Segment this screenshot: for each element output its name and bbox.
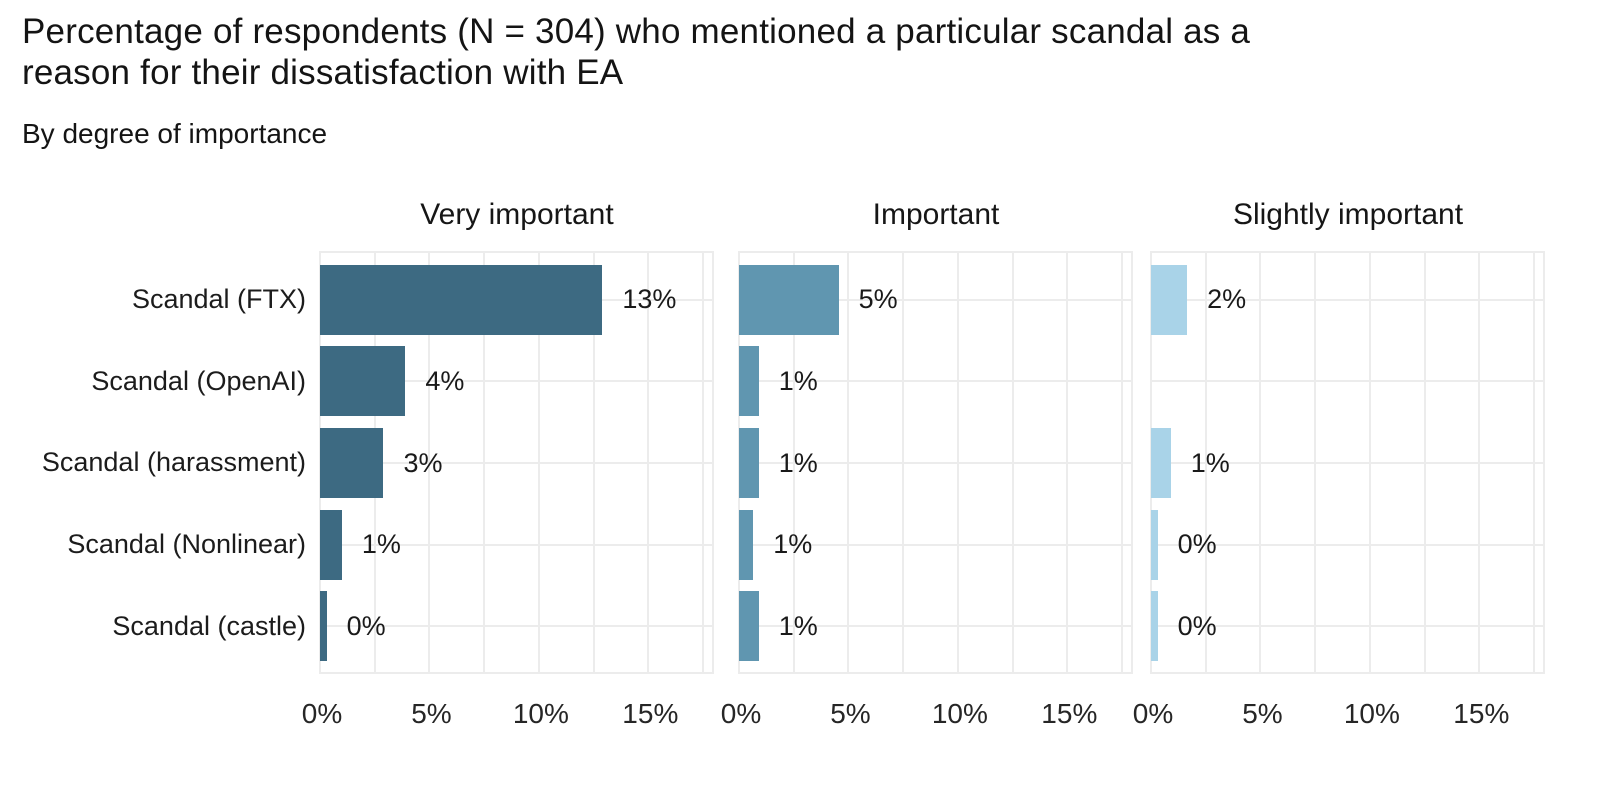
panel-border-top	[739, 251, 1133, 253]
bar-value-label: 1%	[778, 365, 818, 396]
chart-subtitle: By degree of importance	[22, 118, 328, 149]
chart-title: Percentage of respondents (N = 304) who …	[22, 12, 1482, 94]
x-axis-tick-label: 15%	[622, 698, 679, 729]
y-axis-label: Scandal (OpenAI)	[91, 365, 306, 396]
x-axis-tick-label: 0%	[1132, 698, 1174, 729]
x-axis-tick-label: 0%	[301, 698, 343, 729]
x-axis-tick-label: 5%	[411, 698, 452, 729]
gridline-horizontal	[320, 380, 714, 383]
bar-value-label: 4%	[425, 365, 465, 396]
x-axis-tick-label: 5%	[830, 698, 871, 729]
facet-title: Important	[872, 198, 1000, 231]
x-axis-tick-label: 5%	[1242, 698, 1283, 729]
bar	[320, 591, 327, 662]
bar-value-label: 13%	[622, 284, 677, 315]
gridline-horizontal	[1151, 625, 1545, 628]
facet-panel: 13% 4% 3% 1% 0%	[319, 251, 714, 674]
bar-value-label: 3%	[403, 447, 443, 478]
gridline-horizontal	[320, 625, 714, 628]
gridline-horizontal	[1151, 462, 1545, 464]
bar-value-label: 0%	[1177, 529, 1217, 560]
panel-border-bottom	[1151, 672, 1545, 674]
bar-value-label: 1%	[1190, 447, 1230, 478]
gridline-horizontal	[1151, 298, 1545, 301]
gridline-horizontal	[739, 543, 1133, 546]
bar	[320, 346, 406, 417]
bar-value-label: 1%	[778, 610, 818, 641]
panel-border-bottom	[739, 672, 1133, 674]
panel-border-top	[320, 251, 714, 253]
y-axis-label: Scandal (FTX)	[131, 284, 306, 315]
bar-value-label: 0%	[1177, 610, 1217, 641]
facet-panel: 5% 1% 1% 1% 1%	[738, 251, 1133, 674]
panel-border-bottom	[320, 672, 714, 674]
bar	[1151, 591, 1158, 662]
panel-border-top	[1151, 251, 1545, 253]
gridline-horizontal	[320, 543, 714, 546]
gridline-horizontal	[1151, 380, 1545, 383]
bar	[739, 591, 759, 662]
bar	[1151, 428, 1171, 498]
x-axis-tick-label: 10%	[512, 698, 569, 729]
bar	[1151, 509, 1158, 580]
y-axis-label: Scandal (harassment)	[41, 447, 306, 478]
gridline-horizontal	[739, 380, 1133, 383]
x-axis-tick-label: 15%	[1041, 698, 1098, 729]
bar-value-label: 2%	[1207, 284, 1247, 315]
x-axis-tick-label: 15%	[1453, 698, 1510, 729]
bar	[320, 428, 384, 498]
bar-value-label: 1%	[361, 529, 401, 560]
bar	[739, 509, 754, 580]
chart-title-line1: Percentage of respondents (N = 304) who …	[22, 12, 1251, 51]
bar-value-label: 1%	[778, 447, 818, 478]
gridline-horizontal	[320, 462, 714, 464]
bar	[320, 264, 603, 335]
facet-title: Very important	[420, 198, 614, 231]
gridline-horizontal	[739, 625, 1133, 628]
y-axis-label: Scandal (Nonlinear)	[67, 529, 306, 560]
x-axis-tick-label: 0%	[720, 698, 762, 729]
bar-value-label: 1%	[773, 529, 813, 560]
bar-value-label: 5%	[858, 284, 898, 315]
y-axis-label: Scandal (castle)	[112, 610, 306, 641]
gridline-horizontal	[739, 462, 1133, 464]
gridline-horizontal	[739, 298, 1133, 301]
chart-title-line2: reason for their dissatisfaction with EA	[22, 52, 624, 92]
gridline-horizontal	[1151, 543, 1545, 546]
bar	[739, 346, 759, 417]
bar	[739, 264, 839, 335]
bar	[1151, 264, 1188, 335]
facet-panel: 2% 1% 0% 0%	[1150, 251, 1545, 674]
facet-title: Slightly important	[1232, 198, 1464, 231]
bar-value-label: 0%	[346, 610, 386, 641]
x-axis-tick-label: 10%	[1343, 698, 1400, 729]
bar	[320, 509, 342, 580]
x-axis-tick-label: 10%	[931, 698, 988, 729]
bar	[739, 428, 759, 498]
